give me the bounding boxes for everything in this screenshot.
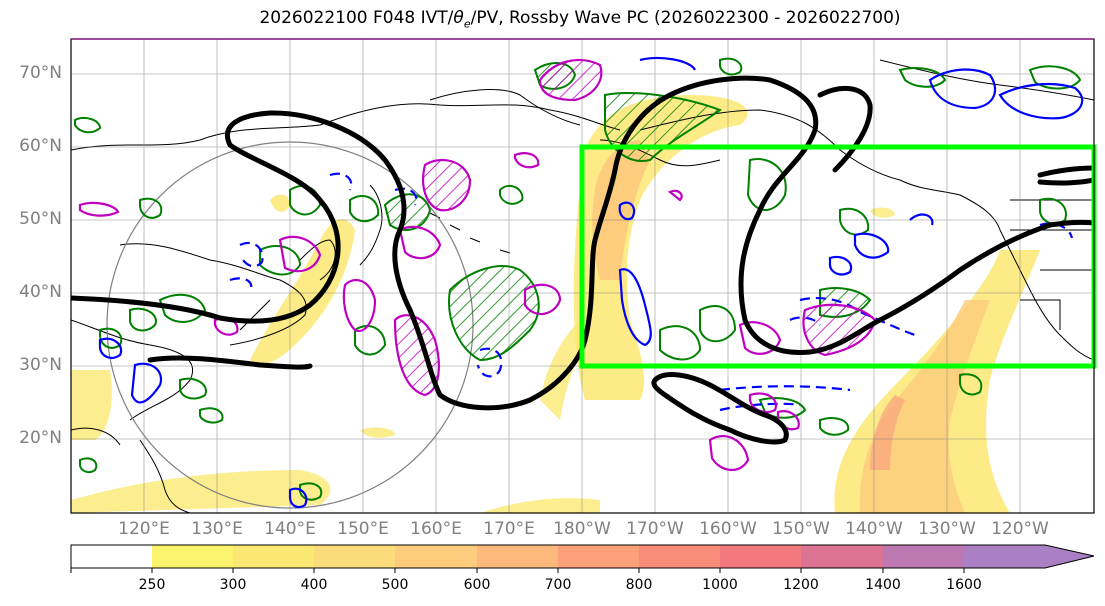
lon-label-120e: 120°E — [118, 519, 170, 539]
figure-title: 2026022100 F048 IVT/θe/PV, Rossby Wave P… — [259, 8, 901, 31]
colorbar-swatch-1 — [152, 545, 233, 568]
theta-e-contours — [74, 57, 1082, 501]
colorbar-swatch-10 — [883, 545, 964, 568]
colorbar-label: 700 — [544, 577, 572, 593]
colorbar-swatch-9 — [801, 545, 883, 568]
lon-label-140w: 140°W — [845, 519, 903, 539]
lat-label-50n: 50°N — [19, 209, 62, 229]
colorbar-swatch-6 — [558, 545, 639, 568]
lat-label-30n: 30°N — [19, 355, 62, 375]
colorbar-swatch-8 — [720, 545, 801, 568]
colorbar-label: 800 — [625, 577, 653, 593]
colorbar-label: 1600 — [946, 577, 982, 593]
lat-label-60n: 60°N — [19, 136, 62, 156]
lon-label-150e: 150°E — [337, 519, 389, 539]
colorbar-label: 400 — [300, 577, 328, 593]
colorbar-label: 250 — [138, 577, 166, 593]
rossby-wave-pc-contours — [71, 75, 1094, 445]
lon-label-130w: 130°W — [918, 519, 976, 539]
colorbar-swatch-7 — [639, 545, 720, 568]
colorbar-swatch-3 — [314, 545, 395, 568]
lon-label-160e: 160°E — [410, 519, 462, 539]
colorbar-swatch-5 — [477, 545, 558, 568]
colorbar-swatch-2 — [233, 545, 314, 568]
lat-label-20n: 20°N — [19, 428, 62, 448]
lon-label-170w: 170°W — [626, 519, 684, 539]
colorbar-swatch-4 — [395, 545, 477, 568]
lon-label-130e: 130°E — [191, 519, 243, 539]
lat-label-70n: 70°N — [19, 63, 62, 83]
colorbar-label: 1400 — [865, 577, 901, 593]
colorbar-swatch-11 — [964, 545, 1094, 568]
colorbar-label: 1000 — [702, 577, 738, 593]
pv-contours — [98, 56, 1084, 509]
lon-label-170e: 170°E — [483, 519, 535, 539]
lon-label-120w: 120°W — [991, 519, 1049, 539]
coastlines — [71, 59, 1094, 513]
lon-label-160w: 160°W — [699, 519, 757, 539]
colorbar-label: 500 — [381, 577, 409, 593]
colorbar-swatch-0 — [71, 545, 152, 568]
colorbar — [70, 544, 1095, 573]
colorbar-label: 1200 — [783, 577, 819, 593]
colorbar-label: 600 — [463, 577, 491, 593]
colorbar-label: 300 — [219, 577, 247, 593]
lat-label-40n: 40°N — [19, 282, 62, 302]
lon-label-140e: 140°E — [264, 519, 316, 539]
lon-label-180w: 180°W — [553, 519, 611, 539]
lon-label-150w: 150°W — [772, 519, 830, 539]
